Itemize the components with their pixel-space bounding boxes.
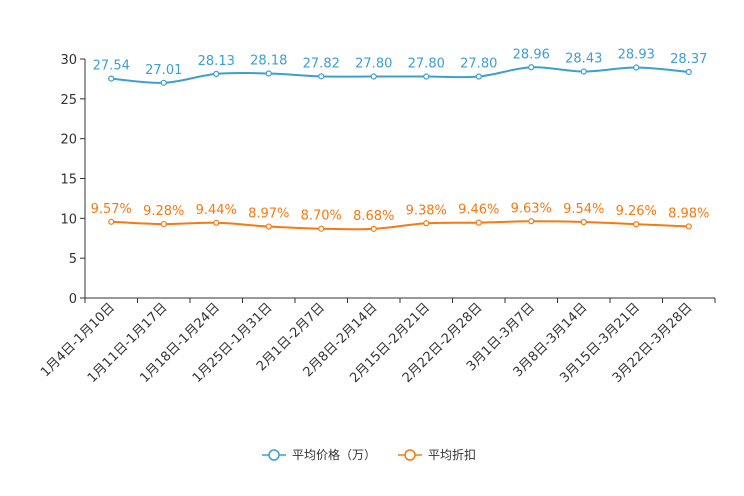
chart-legend[interactable]: 平均价格（万） 平均折扣 [262,447,476,462]
data-point [370,225,377,232]
data-label: 27.80 [355,57,392,72]
data-point [265,70,272,77]
series-line-1 [111,220,689,231]
data-point [685,68,692,76]
data-point [633,221,640,228]
data-label: 28.18 [250,53,287,68]
data-label: 27.80 [460,57,497,72]
legend-item-0[interactable]: 平均价格（万） [262,447,376,462]
data-label: 27.01 [145,63,182,78]
data-label: 8.98% [668,206,709,221]
data-point [160,220,167,228]
y-tick-label: 30 [60,53,77,68]
data-label: 9.26% [616,204,657,219]
data-label: 9.57% [91,202,132,217]
data-label: 28.43 [565,52,602,67]
data-point [423,220,430,227]
y-tick-label: 15 [60,173,77,188]
data-label: 28.37 [670,52,707,67]
data-label: 9.63% [511,201,552,216]
data-label: 9.38% [406,203,447,218]
data-point [580,218,587,226]
data-point [580,68,587,75]
data-point [528,218,535,225]
data-point [685,223,692,230]
legend-item-1[interactable]: 平均折扣 [398,447,476,462]
series-lines [111,66,689,231]
data-label: 8.68% [353,209,394,224]
data-point [475,219,482,226]
y-tick-label: 25 [60,93,77,108]
data-point [213,219,220,226]
data-point [423,73,430,80]
data-point [265,223,272,230]
legend-label: 平均折扣 [428,447,476,462]
y-tick-label: 10 [60,212,77,227]
series-line-0 [111,66,689,84]
y-tick-label: 5 [69,252,77,267]
y-tick-label: 20 [60,133,77,148]
data-label: 28.13 [198,54,235,69]
data-label: 9.46% [458,203,499,218]
data-label: 9.54% [563,202,604,217]
data-point [528,64,535,71]
y-tick-label: 0 [69,292,77,307]
data-label: 27.82 [303,56,340,71]
data-point [318,225,325,232]
data-point [213,70,220,77]
data-label: 27.54 [93,59,130,74]
data-point [108,218,115,225]
data-label: 28.96 [513,47,550,62]
data-point [160,79,167,86]
data-label: 9.44% [196,203,237,218]
data-point [108,75,115,82]
legend-marker [268,449,280,461]
data-label: 8.97% [248,207,289,222]
data-label: 28.93 [618,48,655,63]
data-point [318,73,325,80]
legend-label: 平均价格（万） [292,447,376,462]
series-points [108,64,692,232]
data-point [370,73,377,80]
legend-marker [404,449,416,461]
data-label: 8.70% [301,209,342,224]
data-labels: 27.54 27.01 28.13 28.18 27.82 27.80 27.80 27.80… [91,47,710,224]
data-point [633,64,640,71]
data-label: 9.28% [143,204,184,219]
data-label: 27.80 [408,57,445,72]
data-point [475,73,482,80]
